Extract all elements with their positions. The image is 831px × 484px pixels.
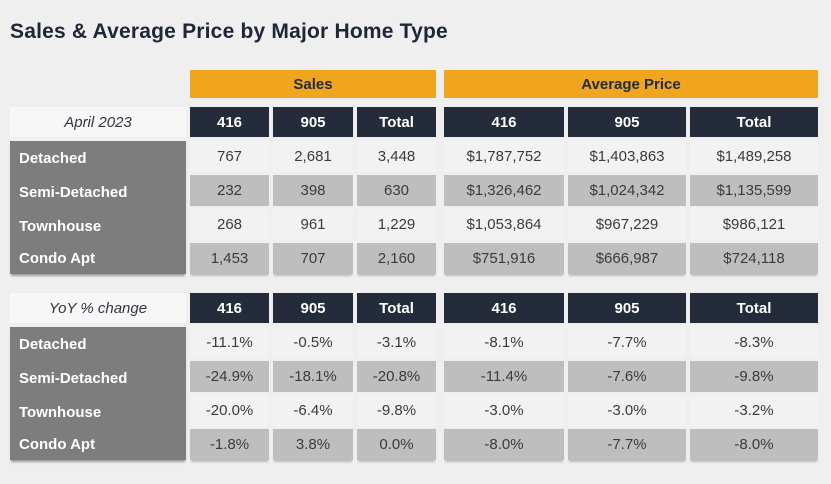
row-label-semi-detached: Semi-Detached <box>19 369 128 387</box>
col-header-sales-905: 905 <box>273 107 353 137</box>
data-cell: 961 <box>273 209 353 240</box>
data-cell: 3.8% <box>273 429 353 460</box>
table-row: 232 398 630 $1,326,462 $1,024,342 $1,135,599 <box>190 175 818 206</box>
group-header-row: Sales Average Price <box>10 70 831 98</box>
data-cell: 767 <box>190 141 269 172</box>
data-cell: 268 <box>190 209 269 240</box>
col-header-average-price-905: 905 <box>568 293 686 323</box>
table-row: -24.9% -18.1% -20.8% -11.4% -7.6% -9.8% <box>190 361 818 392</box>
data-cell: $751,916 <box>444 243 564 274</box>
data-cell: 2,681 <box>273 141 353 172</box>
data-cell: 2,160 <box>357 243 436 274</box>
data-cell: $1,489,258 <box>690 141 818 172</box>
data-cell: $1,403,863 <box>568 141 686 172</box>
row-label-semi-detached: Semi-Detached <box>19 183 128 201</box>
data-cell: -8.3% <box>690 327 818 358</box>
table-row: -20.0% -6.4% -9.8% -3.0% -3.0% -3.2% <box>190 395 818 426</box>
row-label-condo-apt: Condo Apt <box>19 436 96 453</box>
data-cell: 3,448 <box>357 141 436 172</box>
data-rows: -11.1% -0.5% -3.1% -8.1% -7.7% -8.3% -24.9% -18… <box>190 327 818 460</box>
data-cell: 630 <box>357 175 436 206</box>
sales-price-table: Sales Average Price April 2023 416 905 Tota… <box>10 70 831 460</box>
data-cell: -1.8% <box>190 429 269 460</box>
col-header-sales-total: Total <box>357 107 436 137</box>
data-cell: -20.0% <box>190 395 269 426</box>
section-body: Detached Semi-Detached Townhouse Condo Apt -… <box>10 327 831 460</box>
data-cell: $666,987 <box>568 243 686 274</box>
col-header-average-price-total: Total <box>690 293 818 323</box>
data-cell: -11.4% <box>444 361 564 392</box>
data-cell: -7.7% <box>568 429 686 460</box>
data-cell: -3.2% <box>690 395 818 426</box>
data-cell: 232 <box>190 175 269 206</box>
section-yoy-change: YoY % change 416 905 Total 416 905 Total Detach… <box>10 293 831 460</box>
yoy-change-label: YoY % change <box>10 293 186 323</box>
table-row: 767 2,681 3,448 $1,787,752 $1,403,863 $1,489,… <box>190 141 818 172</box>
data-cell: -18.1% <box>273 361 353 392</box>
data-cell: -7.7% <box>568 327 686 358</box>
column-header-row: April 2023 416 905 Total 416 905 Total <box>10 107 831 137</box>
data-cell: -8.1% <box>444 327 564 358</box>
table-row: -11.1% -0.5% -3.1% -8.1% -7.7% -8.3% <box>190 327 818 358</box>
row-label-townhouse: Townhouse <box>19 403 102 421</box>
col-header-sales-416: 416 <box>190 293 269 323</box>
data-cell: -24.9% <box>190 361 269 392</box>
data-cell: -9.8% <box>357 395 436 426</box>
data-cell: $1,053,864 <box>444 209 564 240</box>
row-label-column: Detached Semi-Detached Townhouse Condo Apt <box>10 141 186 274</box>
section-april-2023: April 2023 416 905 Total 416 905 Total Detached… <box>10 107 831 274</box>
row-label-townhouse: Townhouse <box>19 217 102 235</box>
data-cell: -3.1% <box>357 327 436 358</box>
data-cell: $967,229 <box>568 209 686 240</box>
data-cell: 398 <box>273 175 353 206</box>
group-header-spacer <box>10 70 190 98</box>
data-cell: $1,024,342 <box>568 175 686 206</box>
data-cell: $1,326,462 <box>444 175 564 206</box>
data-cell: -0.5% <box>273 327 353 358</box>
col-header-average-price-416: 416 <box>444 107 564 137</box>
group-header-sales: Sales <box>190 70 436 98</box>
group-header-average-price: Average Price <box>444 70 818 98</box>
data-cell: $1,135,599 <box>690 175 818 206</box>
data-rows: 767 2,681 3,448 $1,787,752 $1,403,863 $1,489,… <box>190 141 818 274</box>
col-header-average-price-905: 905 <box>568 107 686 137</box>
table-row: 268 961 1,229 $1,053,864 $967,229 $986,121 <box>190 209 818 240</box>
col-header-average-price-total: Total <box>690 107 818 137</box>
data-cell: 1,229 <box>357 209 436 240</box>
row-label-column: Detached Semi-Detached Townhouse Condo Apt <box>10 327 186 460</box>
data-cell: -8.0% <box>444 429 564 460</box>
column-header-row: YoY % change 416 905 Total 416 905 Total <box>10 293 831 323</box>
data-cell: -7.6% <box>568 361 686 392</box>
col-header-sales-total: Total <box>357 293 436 323</box>
data-cell: -9.8% <box>690 361 818 392</box>
col-header-average-price-416: 416 <box>444 293 564 323</box>
table-row: -1.8% 3.8% 0.0% -8.0% -7.7% -8.0% <box>190 429 818 460</box>
data-cell: -8.0% <box>690 429 818 460</box>
section-body: Detached Semi-Detached Townhouse Condo Apt 7… <box>10 141 831 274</box>
data-cell: -3.0% <box>444 395 564 426</box>
row-label-detached: Detached <box>19 149 87 167</box>
data-cell: -3.0% <box>568 395 686 426</box>
period-label: April 2023 <box>10 107 186 137</box>
data-cell: $724,118 <box>690 243 818 274</box>
col-header-sales-416: 416 <box>190 107 269 137</box>
data-cell: -20.8% <box>357 361 436 392</box>
row-label-condo-apt: Condo Apt <box>19 250 96 267</box>
data-cell: 0.0% <box>357 429 436 460</box>
data-cell: -11.1% <box>190 327 269 358</box>
row-label-detached: Detached <box>19 335 87 353</box>
table-row: 1,453 707 2,160 $751,916 $666,987 $724,118 <box>190 243 818 274</box>
data-cell: 1,453 <box>190 243 269 274</box>
data-cell: $986,121 <box>690 209 818 240</box>
page-title: Sales & Average Price by Major Home Type <box>10 20 448 43</box>
col-header-sales-905: 905 <box>273 293 353 323</box>
data-cell: 707 <box>273 243 353 274</box>
data-cell: -6.4% <box>273 395 353 426</box>
data-cell: $1,787,752 <box>444 141 564 172</box>
